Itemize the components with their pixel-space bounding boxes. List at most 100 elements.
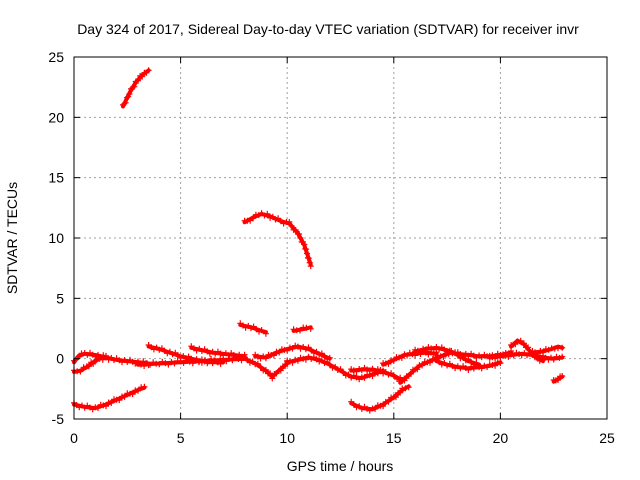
x-tick-label: 15 xyxy=(386,430,402,446)
data-point xyxy=(358,374,365,381)
series-band-7 xyxy=(284,353,387,383)
data-point xyxy=(313,348,320,355)
data-point xyxy=(282,363,289,370)
data-point xyxy=(405,384,412,391)
data-point xyxy=(489,362,496,368)
x-tick-label: 5 xyxy=(177,430,185,446)
data-point xyxy=(489,354,496,361)
data-point xyxy=(99,356,106,363)
data-point xyxy=(244,356,251,363)
data-point xyxy=(517,337,524,344)
series-band-6 xyxy=(252,342,333,363)
data-point xyxy=(77,368,84,375)
data-point xyxy=(353,368,360,375)
data-point xyxy=(540,356,546,363)
data-point xyxy=(465,366,472,373)
data-point xyxy=(286,218,293,225)
data-point xyxy=(420,345,427,352)
data-point xyxy=(414,366,421,373)
series-arc-small-10h xyxy=(290,324,314,334)
data-point xyxy=(353,404,360,411)
y-tick-label: 5 xyxy=(56,290,64,306)
data-point xyxy=(288,222,295,229)
data-point xyxy=(290,326,297,333)
data-point xyxy=(180,359,187,366)
data-point xyxy=(308,347,315,354)
series-band-11 xyxy=(412,344,483,369)
series-band-5 xyxy=(188,343,248,360)
data-point xyxy=(297,354,304,361)
series-band-4 xyxy=(135,354,291,382)
data-point xyxy=(281,346,288,353)
x-tick-label: 10 xyxy=(279,430,295,446)
data-point xyxy=(510,352,517,359)
data-point xyxy=(326,354,333,361)
y-tick-label: -5 xyxy=(52,411,65,427)
x-tick-label: 0 xyxy=(70,430,78,446)
data-point xyxy=(145,67,152,74)
data-point xyxy=(303,324,310,331)
data-point xyxy=(139,73,146,80)
data-point xyxy=(402,385,409,392)
data-point xyxy=(289,359,296,366)
data-point xyxy=(108,399,115,406)
chart-title: Day 324 of 2017, Sidereal Day-to-day VTE… xyxy=(77,21,579,37)
data-point xyxy=(550,356,557,363)
data-point xyxy=(123,94,130,101)
data-point xyxy=(93,356,100,363)
data-point xyxy=(95,405,101,411)
data-point xyxy=(297,327,303,334)
data-point xyxy=(444,348,451,355)
data-point xyxy=(257,364,264,371)
data-point xyxy=(380,403,387,410)
data-point xyxy=(121,393,128,400)
data-point xyxy=(217,356,224,363)
data-point xyxy=(305,344,312,351)
data-point xyxy=(340,369,347,376)
data-point xyxy=(103,403,109,410)
data-point xyxy=(449,350,456,357)
data-point xyxy=(473,362,480,369)
data-point xyxy=(407,370,414,377)
data-point xyxy=(361,374,368,381)
data-point xyxy=(307,263,314,270)
data-point xyxy=(297,235,304,241)
data-point xyxy=(269,213,276,220)
data-point xyxy=(494,352,501,359)
series-band-8 xyxy=(348,364,404,382)
data-point xyxy=(147,361,154,368)
data-point xyxy=(254,360,261,367)
series-band-9 xyxy=(380,348,440,367)
data-point xyxy=(284,347,291,354)
data-point xyxy=(165,361,172,368)
data-point xyxy=(525,344,532,351)
data-point xyxy=(559,373,566,379)
y-tick-label: 25 xyxy=(48,49,64,65)
data-point xyxy=(329,364,336,371)
data-point xyxy=(345,371,352,378)
data-point xyxy=(92,404,99,411)
data-point xyxy=(502,352,509,359)
data-point xyxy=(138,361,144,368)
data-point xyxy=(481,362,488,369)
data-point xyxy=(159,358,166,365)
data-point xyxy=(306,259,313,266)
axis-ticks: 0 5 10 15 20 25 -5 0 5 10 15 20 25 xyxy=(48,49,615,446)
data-point xyxy=(332,363,339,370)
data-point xyxy=(122,99,129,106)
data-point xyxy=(425,344,432,351)
data-point xyxy=(520,340,527,347)
data-point xyxy=(126,91,133,97)
data-point xyxy=(192,357,199,364)
data-point xyxy=(276,349,283,356)
data-point xyxy=(505,353,512,360)
data-point xyxy=(497,354,504,361)
data-point xyxy=(273,348,280,355)
data-point xyxy=(304,250,310,257)
data-point xyxy=(555,377,561,383)
data-point xyxy=(270,352,277,359)
data-point xyxy=(80,364,87,371)
series-arc-mid-hump xyxy=(241,210,314,270)
data-point xyxy=(246,359,253,366)
data-point xyxy=(292,227,299,233)
